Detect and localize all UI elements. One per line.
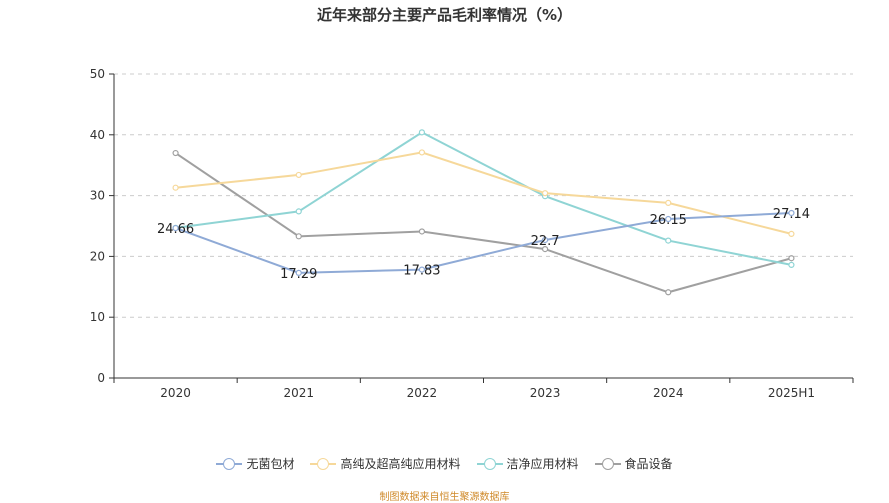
y-tick-label-30: 30 [90,189,105,203]
y-tick-label-20: 20 [90,249,105,263]
data-label-s0-1: 17.29 [280,267,317,282]
data-label-s0-3: 22.7 [531,234,560,249]
data-point-s2-4 [665,237,672,244]
legend-label: 无菌包材 [246,457,295,471]
data-point-s1-0 [172,184,179,191]
data-point-s3-1 [295,233,302,240]
legend-swatch-icon [476,457,503,470]
y-tick-label-10: 10 [90,310,105,324]
legend-item-2[interactable]: 洁净应用材料 [476,455,579,472]
series-line-2 [175,131,792,266]
data-point-s2-1 [295,208,302,215]
data-point-s3-4 [665,289,672,296]
x-tick-label-2020: 2020 [160,386,191,400]
x-tick-label-2024: 2024 [653,386,684,400]
data-point-s3-2 [418,228,426,235]
data-point-s1-4 [665,199,672,206]
grid-layer [114,73,853,318]
data-point-s0-0 [172,224,179,232]
data-label-layer: 24.66 17.29 17.83 22.7 26.15 27.14 [157,207,810,282]
data-label-s0-0: 24.66 [157,222,194,237]
legend-item-0[interactable]: 无菌包材 [216,455,294,472]
legend-item-1[interactable]: 高纯及超高纯应用材料 [310,455,461,472]
data-label-s0-2: 17.83 [403,264,440,279]
axis-layer: 0 10 20 30 40 50 2020 2021 2022 2023 2024 2025H1 [90,67,854,400]
legend-label: 洁净应用材料 [506,457,579,471]
data-point-s0-3 [541,236,549,244]
x-tick-label-2022: 2022 [407,386,438,400]
data-point-s3-0 [172,149,179,157]
series-line-1 [175,151,792,235]
data-point-s3-3 [541,246,549,253]
y-tick-label-0: 0 [97,371,105,385]
y-tick-label-40: 40 [90,128,105,142]
data-point-s2-2 [418,129,426,136]
legend-item-3[interactable]: 食品设备 [594,455,673,472]
data-point-s1-2 [418,149,426,156]
data-point-s1-1 [295,171,302,179]
legend-label: 食品设备 [624,457,673,471]
data-point-s1-5 [788,230,795,238]
x-tick-label-2021: 2021 [283,386,314,400]
data-point-s3-5 [788,255,795,262]
data-point-s0-2 [418,266,426,273]
legend-swatch-icon [594,457,621,470]
data-point-s0-4 [665,215,672,223]
series-line-3 [175,152,792,294]
x-tick-label-2023: 2023 [530,386,561,400]
data-label-s0-5: 27.14 [773,207,810,222]
data-point-s2-5 [788,261,795,269]
legend-label: 高纯及超高纯应用材料 [340,457,461,471]
data-point-s0-5 [788,209,795,217]
series-layer [172,129,795,296]
data-point-s0-1 [295,269,302,276]
legend-swatch-icon [216,457,243,470]
chart-title: 近年来部分主要产品毛利率情况（%） [316,6,573,24]
series-line-0 [175,211,792,274]
source-note: 制图数据来自恒生聚源数据库 [379,492,510,503]
legend: 无菌包材 高纯及超高纯应用材料 洁净应用材料 食品设备 [0,455,889,472]
x-tick-label-2025H1: 2025H1 [768,386,815,400]
legend-swatch-icon [310,457,337,470]
data-label-s0-4: 26.15 [650,213,687,228]
y-tick-label-50: 50 [90,67,105,81]
data-point-s1-3 [541,190,549,197]
